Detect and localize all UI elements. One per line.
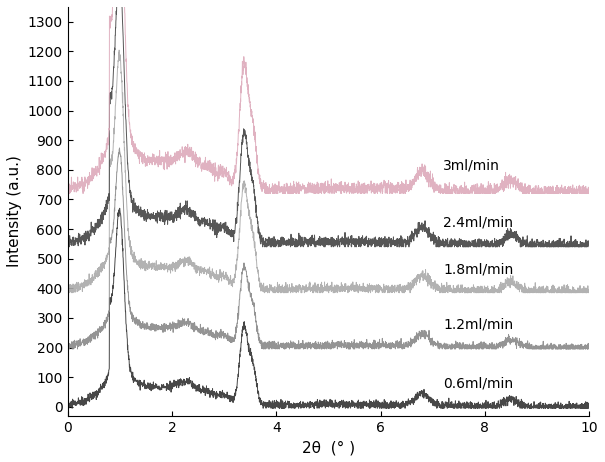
Y-axis label: Intensity (a.u.): Intensity (a.u.) (7, 155, 22, 267)
Text: 1.2ml/min: 1.2ml/min (443, 317, 513, 331)
Text: 0.6ml/min: 0.6ml/min (443, 377, 513, 390)
Text: 2.4ml/min: 2.4ml/min (443, 215, 513, 229)
X-axis label: 2θ  (° ): 2θ (° ) (302, 440, 355, 455)
Text: 1.8ml/min: 1.8ml/min (443, 262, 514, 276)
Text: 3ml/min: 3ml/min (443, 159, 500, 173)
